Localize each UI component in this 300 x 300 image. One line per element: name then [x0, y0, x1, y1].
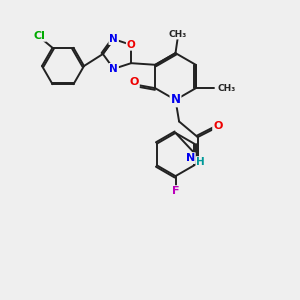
Text: CH₃: CH₃ [218, 84, 236, 93]
Text: CH₃: CH₃ [169, 30, 187, 39]
Text: Cl: Cl [34, 31, 46, 41]
Text: H: H [196, 157, 205, 167]
Text: O: O [127, 40, 136, 50]
Text: O: O [130, 77, 139, 87]
Text: N: N [186, 153, 195, 163]
Text: N: N [109, 64, 118, 74]
Text: N: N [170, 93, 181, 106]
Text: N: N [109, 34, 118, 44]
Text: F: F [172, 186, 179, 196]
Text: O: O [213, 121, 223, 131]
